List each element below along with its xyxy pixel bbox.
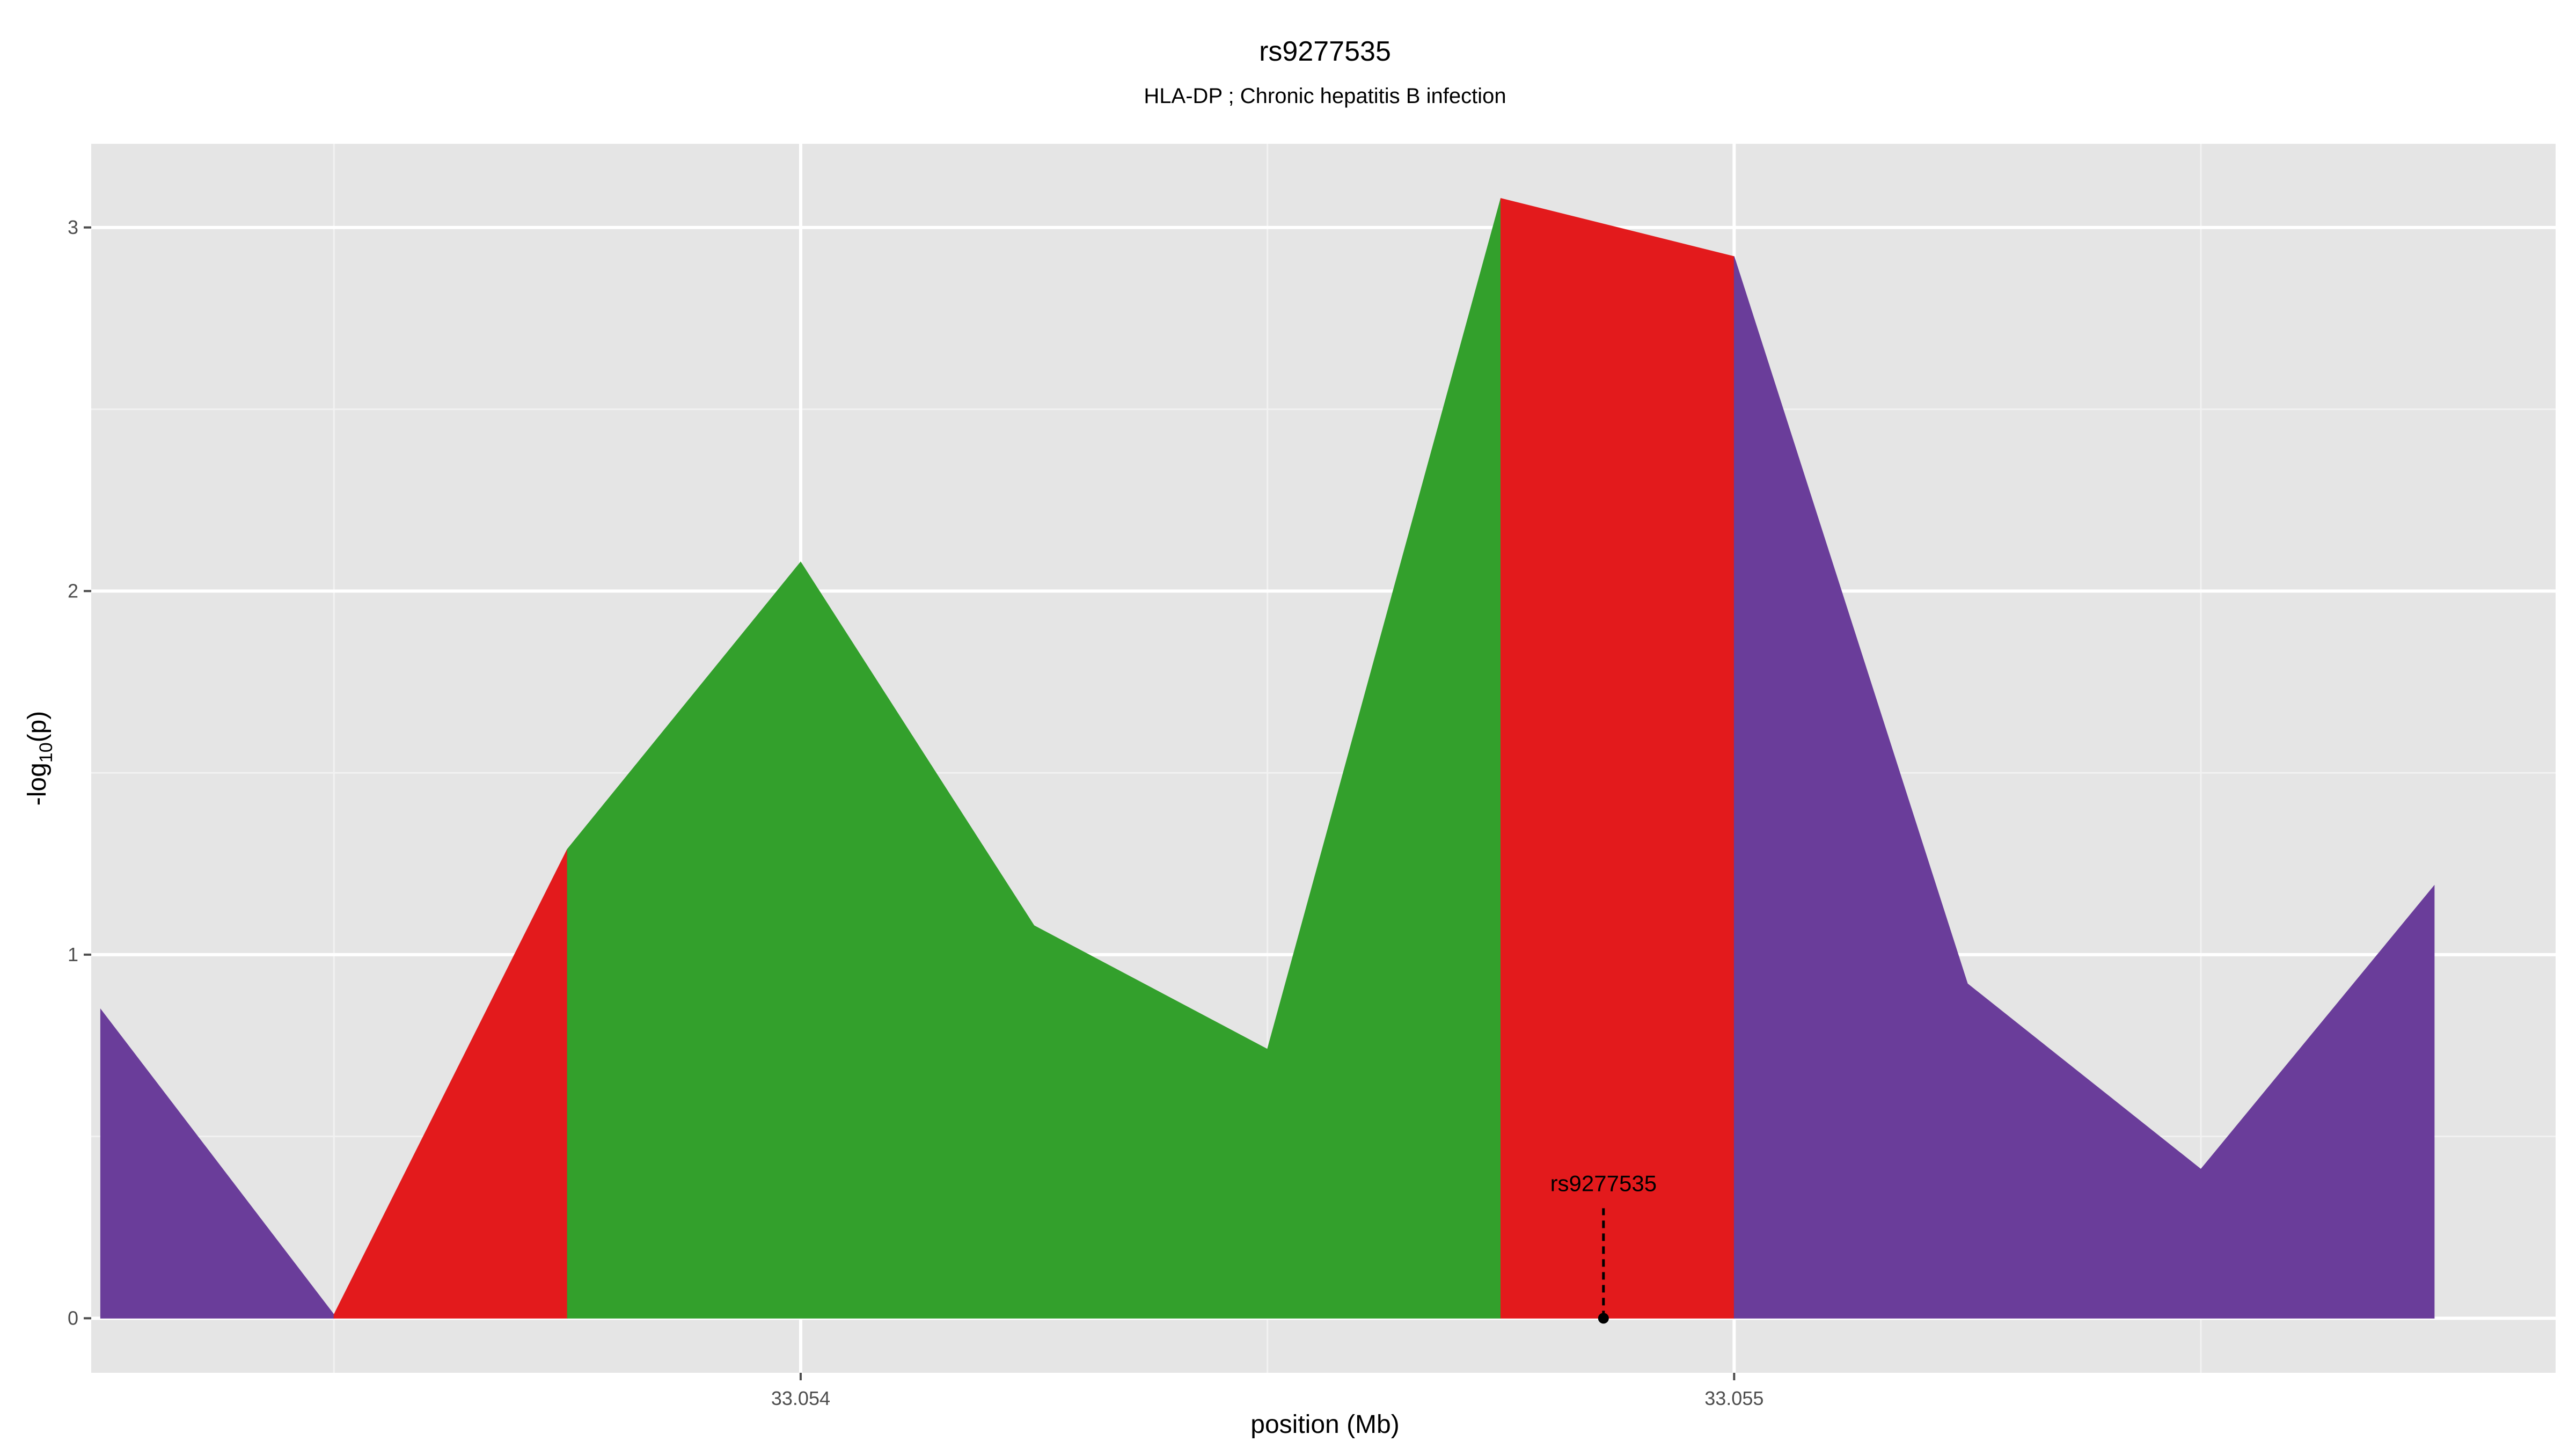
y-tick-label: 1 — [68, 943, 78, 965]
y-tick-label: 3 — [68, 216, 78, 238]
area-segments — [100, 197, 2435, 1319]
chart-subtitle: HLA-DP ; Chronic hepatitis B infection — [1144, 84, 1506, 108]
x-tick-label: 33.054 — [771, 1387, 830, 1409]
y-tick-label: 2 — [68, 580, 78, 602]
y-axis-title: -log10(p) — [23, 711, 56, 806]
x-axis-ticks: 33.054 33.055 — [771, 1373, 1763, 1409]
x-axis-title: position (Mb) — [1250, 1410, 1399, 1439]
annotation-label: rs9277535 — [1550, 1170, 1657, 1196]
area-segment — [1500, 197, 1735, 1319]
y-axis-ticks: 0 1 2 3 — [68, 216, 91, 1329]
snp-annotation: rs9277535 — [1550, 1170, 1657, 1324]
y-tick-label: 0 — [68, 1307, 78, 1329]
chart-title: rs9277535 — [1259, 36, 1391, 67]
x-tick-label: 33.055 — [1704, 1387, 1763, 1409]
annotation-point — [1598, 1313, 1609, 1324]
area-segment — [1733, 256, 2435, 1319]
